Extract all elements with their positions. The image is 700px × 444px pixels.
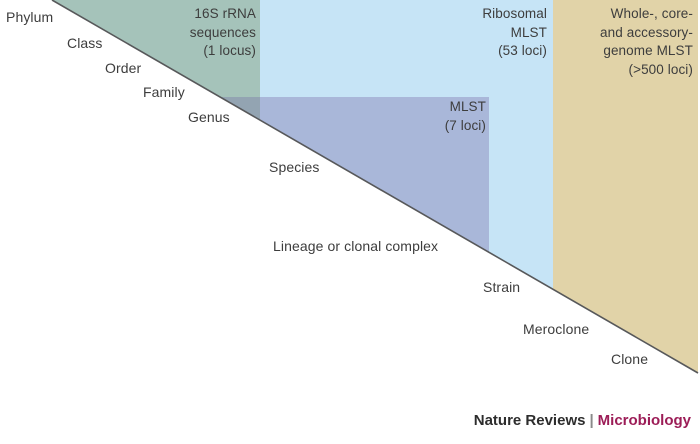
journal-name: Nature Reviews [473,412,586,429]
tax-level-order: Order [105,60,142,76]
label-ribosomal-mlst: Ribosomal MLST (53 loci) [482,6,547,58]
tax-level-lineage: Lineage or clonal complex [273,238,439,254]
journal-footer: Nature Reviews | Microbiology [474,412,691,429]
tax-level-family: Family [143,84,185,100]
tax-level-species: Species [269,159,320,175]
region-mlst [260,97,489,252]
resolution-diagonal-line [51,0,699,374]
label-genome-mlst: Whole-, core- and accessory- genome MLST… [600,6,693,77]
tax-level-strain: Strain [483,279,521,295]
tax-level-class: Class [67,35,103,51]
label-16s-rrna: 16S rRNA sequences (1 locus) [189,6,256,58]
label-mlst: MLST (7 loci) [444,99,486,133]
tax-level-clone: Clone [611,351,649,367]
tax-level-meroclone: Meroclone [523,321,590,337]
journal-subject: Microbiology [597,412,691,429]
tax-level-genus: Genus [188,109,230,125]
region-genome-mlst [553,0,698,373]
tax-level-phylum: Phylum [6,9,54,25]
footer-separator: | [589,412,594,429]
